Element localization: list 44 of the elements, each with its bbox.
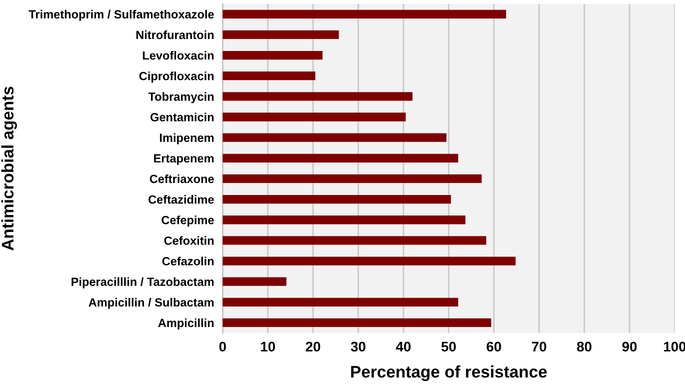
- y-axis-title: Antimicrobial agents: [1, 86, 17, 250]
- y-tick-label: Imipenem: [160, 133, 214, 144]
- x-tick-label: 10: [260, 342, 275, 352]
- bar: [222, 50, 323, 60]
- x-tick-label: 90: [622, 342, 637, 352]
- y-tick-label: Cefepime: [162, 216, 214, 227]
- y-tick-label: Gentamicin: [150, 112, 214, 122]
- x-tick-label: 60: [486, 342, 502, 352]
- y-tick-label: Ceftazidime: [148, 195, 214, 204]
- x-tick-label: 0: [219, 342, 226, 352]
- bar: [222, 277, 286, 286]
- y-tick-label: Trimethoprim / Sulfamethoxazole: [28, 10, 214, 21]
- bar: [222, 174, 482, 184]
- x-tick-label: 50: [441, 342, 456, 352]
- x-tick-label: 30: [350, 342, 366, 352]
- bar: [222, 154, 458, 162]
- bar: [222, 72, 316, 80]
- y-tick-label: Ampicillin: [158, 318, 214, 330]
- x-axis-title: Percentage of resistance: [351, 365, 547, 382]
- bar: [222, 216, 466, 224]
- bar: [222, 112, 406, 122]
- y-tick-label: Ceftriaxone: [150, 174, 214, 184]
- bar: [222, 194, 451, 204]
- y-tick-label: Ciprofloxacin: [139, 72, 214, 83]
- y-tick-label: Piperacilllin / Tazobactam: [72, 277, 214, 288]
- bar: [222, 298, 458, 306]
- y-tick-label: Levofloxacin: [142, 51, 214, 60]
- y-tick-label: Ertapenem: [154, 154, 214, 165]
- bar: [222, 92, 413, 101]
- bar: [222, 133, 446, 142]
- y-tick-label: Nitrofurantoin: [136, 30, 214, 40]
- bar: [222, 236, 486, 245]
- bar: [222, 30, 339, 40]
- x-tick-label: 80: [577, 342, 592, 352]
- bar: [222, 256, 516, 266]
- bar: [222, 10, 506, 18]
- bar: [222, 318, 492, 328]
- x-tick-label: 40: [396, 342, 411, 352]
- y-tick-label: Tobramycin: [148, 92, 214, 104]
- x-tick-label: 70: [532, 342, 546, 352]
- y-tick-label: Cefoxitin: [164, 236, 214, 245]
- y-tick-label: Cefazolin: [162, 256, 214, 266]
- x-tick-label: 20: [306, 342, 320, 352]
- y-tick-label: Ampicillin / Sulbactam: [88, 298, 214, 309]
